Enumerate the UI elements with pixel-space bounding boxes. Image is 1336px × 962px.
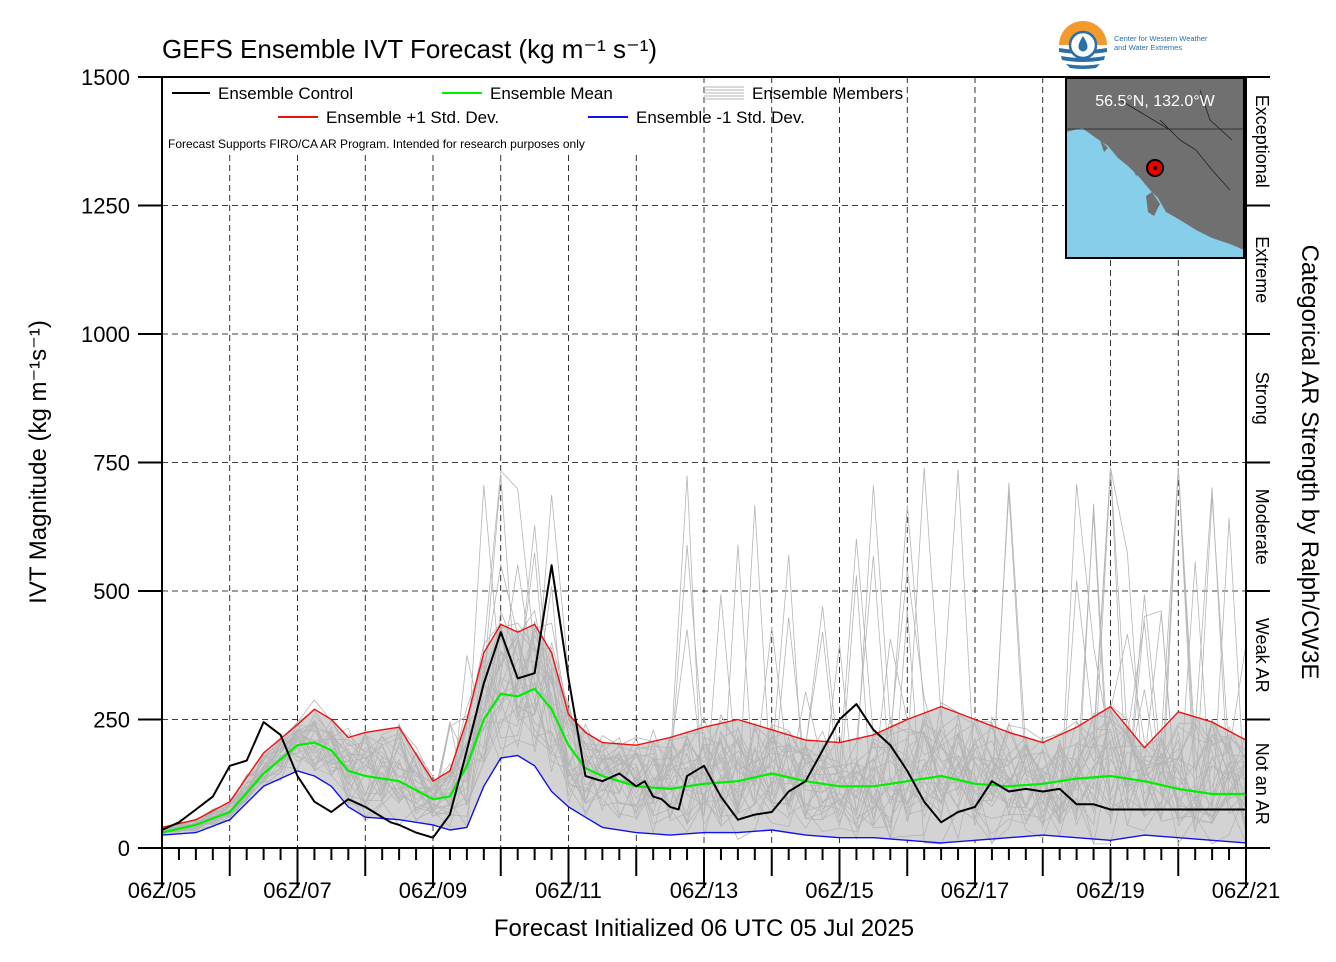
location-inset-map: 56.5°N, 132.0°W xyxy=(1065,77,1245,259)
cw3e-logo: Center for Western Weather and Water Ext… xyxy=(1059,21,1208,69)
inset-frame xyxy=(1065,77,1245,259)
ensemble-member-line xyxy=(161,610,1247,843)
chart-title: GEFS Ensemble IVT Forecast (kg m⁻¹ s⁻¹) xyxy=(162,34,657,64)
y-tick-label: 1000 xyxy=(81,322,130,347)
legend-label-mean: Ensemble Mean xyxy=(490,84,613,103)
ensemble-member-line xyxy=(161,467,1247,834)
y-tick-label: 500 xyxy=(93,579,130,604)
x-tick-label: 06Z/07 xyxy=(263,878,332,903)
ensemble-member-line xyxy=(161,610,1247,845)
ensemble-member-line xyxy=(161,467,1247,834)
inset-island xyxy=(1146,192,1160,216)
axis-ticks: 0 250 500 750 1000 1250 1500 06Z/05 06Z/07 06Z/09… xyxy=(81,65,1280,903)
category-label: Strong xyxy=(1252,372,1272,425)
category-label: Exceptional xyxy=(1252,95,1272,188)
x-tick-label: 06Z/09 xyxy=(399,878,468,903)
y-tick-label: 1250 xyxy=(81,194,130,219)
plus-std-line xyxy=(161,623,1247,829)
legend-label-members: Ensemble Members xyxy=(752,84,903,103)
control-line xyxy=(161,564,1246,839)
ensemble-member-line xyxy=(161,475,1247,846)
y-axis-label: IVT Magnitude (kg m⁻¹s⁻¹) xyxy=(25,320,52,604)
right-axis-label: Categorical AR Strength by Ralph/CW3E xyxy=(1296,245,1323,680)
inset-ocean xyxy=(1066,128,1244,258)
x-tick-label: 06Z/15 xyxy=(805,878,874,903)
y-tick-label: 1500 xyxy=(81,65,130,90)
logo-text-line1: Center for Western Weather xyxy=(1114,34,1208,43)
ensemble-member-line xyxy=(161,467,1247,835)
location-marker-center xyxy=(1153,166,1157,170)
water-drop-icon xyxy=(1078,36,1088,52)
legend: Ensemble Control Ensemble Mean Ensemble … xyxy=(168,84,903,151)
x-tick-label: 06Z/21 xyxy=(1212,878,1281,903)
x-tick-label: 06Z/17 xyxy=(941,878,1010,903)
inset-borders xyxy=(1119,89,1233,191)
legend-label-plus-std: Ensemble +1 Std. Dev. xyxy=(326,108,499,127)
y-tick-label: 0 xyxy=(118,836,130,861)
mean-line xyxy=(161,687,1246,834)
x-tick-label: 06Z/13 xyxy=(670,878,739,903)
minus-std-line xyxy=(161,754,1247,844)
category-label: Weak AR xyxy=(1252,618,1272,693)
x-tick-label: 06Z/19 xyxy=(1076,878,1145,903)
legend-label-minus-std: Ensemble -1 Std. Dev. xyxy=(636,108,805,127)
ensemble-member-line xyxy=(161,484,1247,839)
ensemble-member-line xyxy=(161,485,1247,834)
ensemble-member-line xyxy=(161,538,1247,830)
ensemble-member-line xyxy=(161,467,1247,833)
logo-text-line2: and Water Extremes xyxy=(1114,43,1182,52)
x-axis-label: Forecast Initialized 06 UTC 05 Jul 2025 xyxy=(494,915,914,942)
y-tick-label: 750 xyxy=(93,451,130,476)
research-note: Forecast Supports FIRO/CA AR Program. In… xyxy=(168,137,585,151)
x-tick-label: 06Z/05 xyxy=(128,878,197,903)
category-label: Extreme xyxy=(1252,236,1272,303)
inset-location-label: 56.5°N, 132.0°W xyxy=(1095,93,1215,110)
category-label: Moderate xyxy=(1252,489,1272,565)
y-tick-label: 250 xyxy=(93,708,130,733)
inset-islands-small xyxy=(1100,140,1140,176)
legend-swatch-members xyxy=(704,86,744,100)
x-tick-label: 06Z/11 xyxy=(535,878,602,903)
category-label: Not an AR xyxy=(1252,743,1272,825)
legend-label-control: Ensemble Control xyxy=(218,84,353,103)
series-lines xyxy=(161,564,1247,844)
ensemble-member-line xyxy=(161,667,1247,841)
ensemble-member-line xyxy=(161,485,1247,832)
